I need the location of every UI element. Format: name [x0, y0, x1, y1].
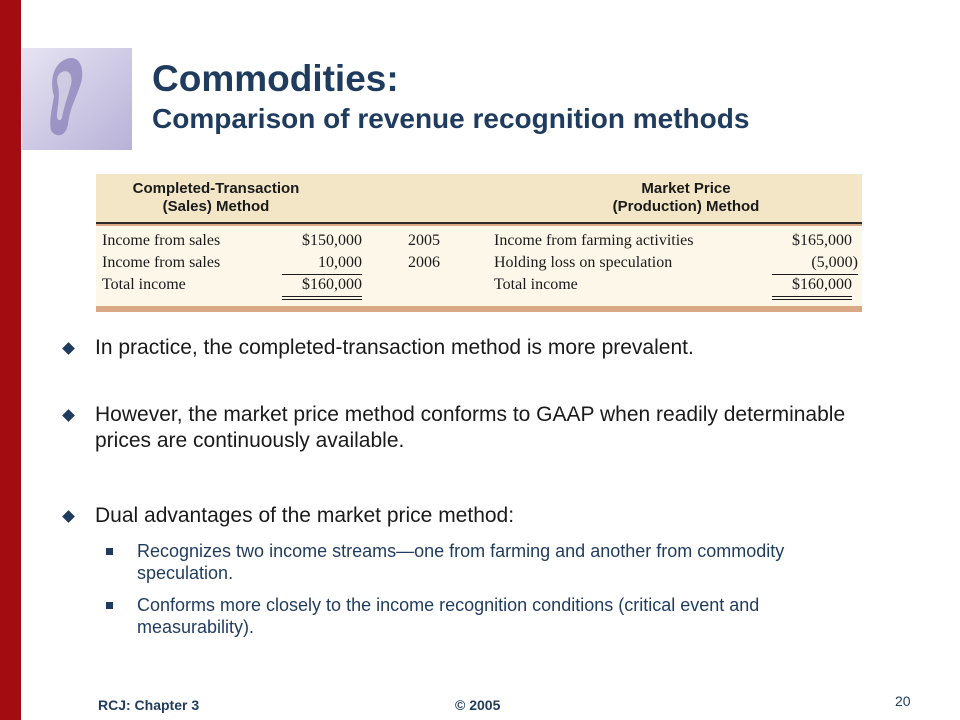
slide-title: Commodities: [152, 58, 399, 99]
row3-left-label: Total income [102, 276, 186, 293]
row1-right-label: Income from farming activities [494, 232, 694, 249]
row2-left-label: Income from sales [102, 254, 221, 271]
sub-bullet-item: Recognizes two income streams—one from f… [137, 541, 785, 583]
row1-right-amount: $165,000 [792, 232, 852, 249]
table-header-rule [96, 222, 862, 224]
row1-left-amount: $150,000 [302, 232, 362, 249]
footer-copyright: © 2005 [455, 697, 501, 713]
diamond-bullet-icon [62, 510, 75, 523]
table-header-band [96, 174, 862, 222]
row2-left-amount: 10,000 [282, 252, 362, 275]
sub-bullet-item: Conforms more closely to the income reco… [137, 595, 760, 637]
revenue-comparison-table: Completed-Transaction (Sales) Method Mar… [96, 174, 862, 312]
table-header-accent-rule [96, 224, 862, 226]
row3-left-amount: $160,000 [282, 274, 362, 300]
left-method-header: Completed-Transaction (Sales) Method [106, 180, 326, 216]
left-header-line2: (Sales) Method [162, 198, 270, 215]
bullet-item: In practice, the completed-transaction m… [95, 336, 694, 359]
left-accent-bar [0, 0, 21, 720]
right-method-header: Market Price (Production) Method [566, 180, 806, 216]
left-header-line1: Completed-Transaction [132, 180, 300, 197]
row2-year: 2006 [408, 254, 440, 271]
bullet-item: However, the market price method conform… [95, 403, 846, 452]
footer-chapter: RCJ: Chapter 3 [98, 697, 200, 713]
right-header-line1: Market Price [641, 180, 731, 197]
square-bullet-icon [106, 548, 113, 555]
row3-right-label: Total income [494, 276, 578, 293]
right-header-line2: (Production) Method [612, 198, 760, 215]
page-number: 20 [895, 693, 911, 709]
bullet-item: Dual advantages of the market price meth… [95, 504, 515, 527]
keyhole-logo-icon [22, 48, 132, 150]
row2-right-amount: (5,000) [772, 252, 858, 275]
row2-right-label: Holding loss on speculation [494, 254, 673, 271]
square-bullet-icon [106, 602, 113, 609]
slide-subtitle: Comparison of revenue recognition method… [152, 103, 750, 134]
diamond-bullet-icon [62, 409, 75, 422]
table-bottom-rule [96, 306, 862, 312]
row1-year: 2005 [408, 232, 440, 249]
row1-left-label: Income from sales [102, 232, 221, 249]
diamond-bullet-icon [62, 342, 75, 355]
row3-right-amount: $160,000 [772, 274, 852, 300]
